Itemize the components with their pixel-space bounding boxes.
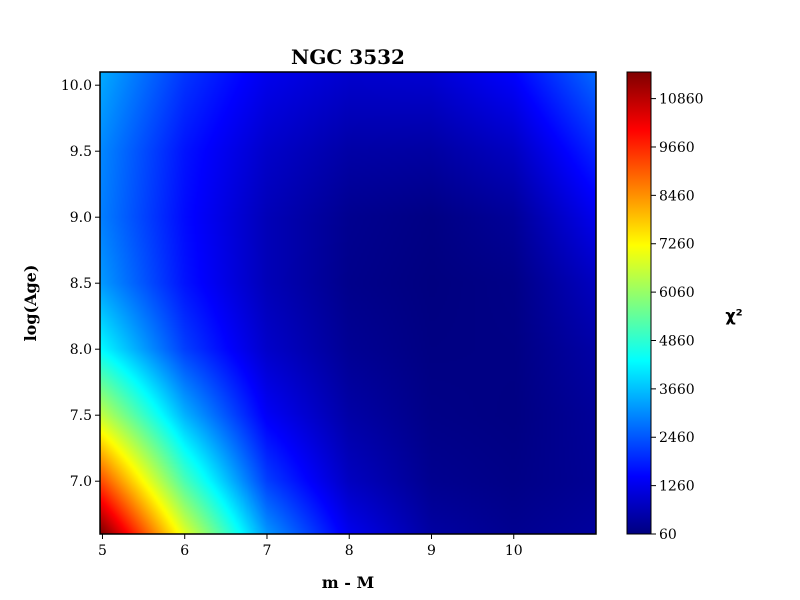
- colorbar-gradient: [627, 72, 651, 534]
- colorbar-tick-label: 7260: [659, 237, 695, 253]
- y-tick-label: 7.0: [70, 474, 92, 490]
- x-tick-label: 9: [427, 543, 436, 559]
- chart-title: NGC 3532: [291, 45, 405, 69]
- colorbar-tick-label: 10860: [659, 92, 704, 108]
- colorbar-label: χ²: [725, 306, 742, 325]
- y-tick-label: 7.5: [70, 408, 92, 424]
- y-axis-label: log(Age): [21, 265, 40, 342]
- x-axis-label: m - M: [322, 573, 374, 592]
- colorbar-tick-label: 9660: [659, 140, 695, 156]
- colorbar-tick-label: 6060: [659, 285, 695, 301]
- plot-frame: [99, 71, 597, 535]
- colorbar-tick-label: 3660: [659, 382, 695, 398]
- colorbar-tick-label: 1260: [659, 479, 695, 495]
- colorbar-tick-label: 60: [659, 527, 677, 543]
- x-axis: 5 6 7 8 9 10: [98, 534, 523, 559]
- y-tick-label: 8.0: [70, 342, 92, 358]
- y-tick-label: 9.0: [70, 210, 92, 226]
- colorbar-tick-label: 4860: [659, 333, 695, 349]
- colorbar: 601260246036604860606072608460966010860 …: [626, 71, 743, 543]
- y-tick-label: 10.0: [61, 78, 92, 94]
- y-tick-label: 9.5: [70, 144, 92, 160]
- colorbar-ticks: 60 1260 2460 3660 4860 6060 7260 8460 9660 10860: [651, 92, 704, 543]
- x-tick-label: 8: [345, 543, 354, 559]
- heatmap-image: [100, 72, 596, 534]
- x-tick-label: 5: [98, 543, 107, 559]
- x-tick-label: 10: [505, 543, 523, 559]
- y-tick-label: 8.5: [70, 276, 92, 292]
- x-tick-label: 7: [263, 543, 272, 559]
- y-axis: 7.0 7.5 8.0 8.5 9.0 9.5 10.0: [61, 78, 100, 490]
- plot-area: [99, 71, 597, 535]
- colorbar-tick-label: 8460: [659, 188, 695, 204]
- x-tick-label: 6: [180, 543, 189, 559]
- colorbar-tick-label: 2460: [659, 430, 695, 446]
- colorbar-frame: [626, 71, 652, 535]
